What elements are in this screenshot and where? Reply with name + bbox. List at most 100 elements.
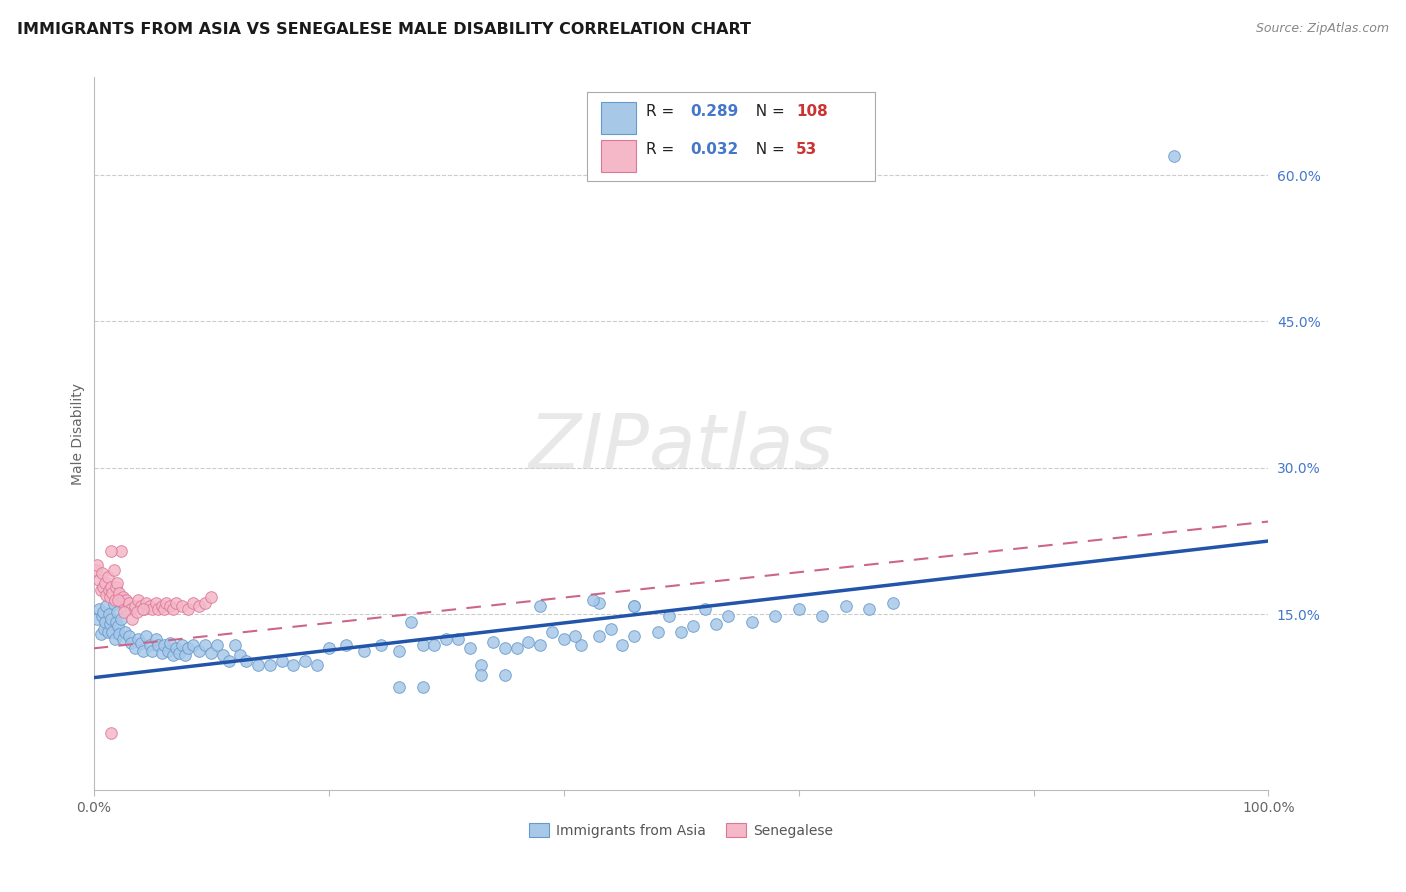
Point (112, 605, 135, 619)
Text: R =: R = (645, 103, 679, 119)
Point (669, 624, 692, 639)
Point (104, 632, 127, 646)
Point (447, 632, 470, 646)
Point (103, 598, 125, 612)
Point (107, 619, 129, 633)
Point (335, 639, 357, 653)
Point (211, 648, 233, 663)
Point (482, 634, 505, 648)
Text: IMMIGRANTS FROM ASIA VS SENEGALESE MALE DISABILITY CORRELATION CHART: IMMIGRANTS FROM ASIA VS SENEGALESE MALE … (17, 22, 751, 37)
Point (553, 632, 575, 646)
Point (717, 609, 740, 624)
Point (470, 667, 492, 681)
Point (97, 607, 120, 622)
Point (115, 592, 138, 607)
Point (517, 634, 540, 648)
Point (145, 595, 167, 609)
Point (120, 602, 142, 616)
Point (111, 632, 134, 646)
Point (599, 622, 621, 636)
Point (155, 595, 177, 609)
Point (93, 622, 115, 636)
Point (1163, 148, 1185, 162)
Point (235, 654, 257, 668)
FancyBboxPatch shape (602, 103, 637, 135)
Text: 53: 53 (796, 142, 817, 157)
Point (159, 636, 181, 650)
Point (153, 639, 176, 653)
Point (96, 588, 118, 602)
Point (98, 617, 121, 632)
Point (582, 592, 605, 607)
Point (84, 563, 107, 577)
Point (127, 632, 149, 646)
Text: N =: N = (745, 142, 789, 157)
Point (98, 590, 121, 604)
Point (183, 595, 205, 609)
Text: ZIPatlas: ZIPatlas (529, 411, 834, 485)
Point (135, 595, 157, 609)
FancyBboxPatch shape (602, 140, 637, 172)
Point (834, 599, 856, 614)
Text: Source: ZipAtlas.com: Source: ZipAtlas.com (1256, 22, 1389, 36)
Point (121, 612, 143, 626)
Point (588, 629, 610, 643)
Point (170, 599, 193, 614)
Point (658, 609, 681, 624)
Point (388, 681, 411, 695)
Point (623, 599, 645, 614)
Point (623, 629, 645, 643)
Point (104, 592, 127, 607)
Point (305, 657, 328, 672)
Point (412, 639, 434, 653)
Point (111, 590, 134, 604)
Point (132, 602, 155, 616)
Point (529, 639, 551, 653)
Point (124, 599, 146, 614)
Point (153, 602, 176, 616)
Point (127, 592, 149, 607)
Point (218, 654, 240, 668)
Point (90, 609, 112, 624)
Point (540, 624, 562, 639)
Point (229, 648, 252, 663)
Point (174, 648, 197, 663)
Point (811, 609, 834, 624)
Point (882, 595, 904, 609)
Point (104, 615, 127, 629)
Point (569, 639, 592, 653)
Point (100, 543, 122, 558)
Point (94, 615, 117, 629)
Point (247, 657, 270, 672)
Point (505, 641, 527, 656)
Point (132, 602, 155, 616)
Point (129, 599, 152, 614)
Point (100, 580, 122, 594)
Point (412, 681, 434, 695)
Point (105, 605, 128, 619)
Point (434, 632, 457, 646)
Point (529, 599, 551, 614)
Point (91, 605, 114, 619)
Point (470, 657, 492, 672)
Point (156, 644, 179, 658)
Point (318, 641, 340, 656)
Point (97, 582, 120, 597)
Point (188, 599, 211, 614)
Point (763, 609, 786, 624)
Point (159, 599, 181, 614)
Point (283, 657, 305, 672)
Point (224, 639, 246, 653)
Point (94, 576, 117, 591)
Point (623, 599, 645, 614)
Point (101, 586, 124, 600)
Point (145, 632, 167, 646)
Point (141, 602, 163, 616)
Point (100, 726, 122, 740)
Point (107, 592, 129, 607)
Legend: Immigrants from Asia, Senegalese: Immigrants from Asia, Senegalese (523, 818, 838, 844)
Point (458, 641, 481, 656)
Point (399, 615, 422, 629)
Point (108, 586, 131, 600)
Point (183, 639, 205, 653)
